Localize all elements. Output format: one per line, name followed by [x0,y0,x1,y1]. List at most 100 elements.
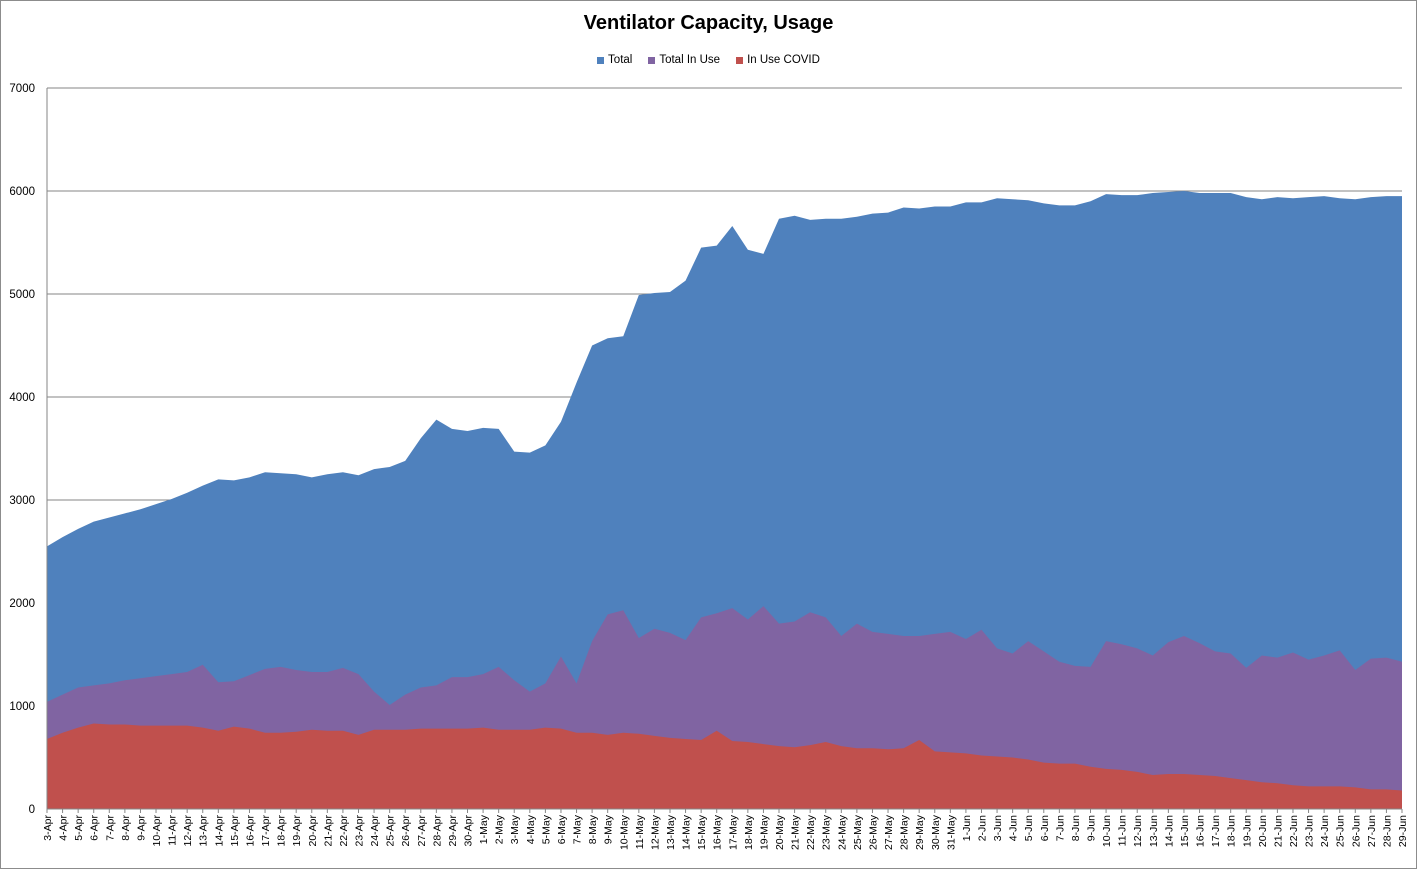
legend-swatch-total-in-use [648,56,656,64]
x-tick-label: 27-Jun [1366,815,1378,847]
x-tick-label: 1-Jun [961,815,973,841]
x-tick-label: 17-Jun [1210,815,1222,847]
y-tick-label: 5000 [9,289,35,301]
x-tick-label: 18-Apr [276,814,288,846]
x-tick-label: 5-Jun [1023,815,1035,841]
x-tick-label: 1-May [478,814,490,844]
area-total [47,191,1402,809]
legend-label-in-use-covid: In Use COVID [747,54,820,66]
x-tick-label: 4-Apr [58,815,70,841]
x-tick-label: 7-Apr [104,815,116,841]
x-tick-label: 13-Apr [198,814,210,846]
x-tick-label: 6-May [556,814,568,844]
legend-item-total-in-use: Total In Use [648,54,720,66]
x-tick-label: 9-Jun [1086,815,1098,841]
area-series [47,191,1402,809]
x-tick-label: 28-May [899,814,911,850]
x-tick-label: 22-Apr [338,814,350,846]
x-tick-label: 5-May [540,814,552,844]
x-tick-label: 11-Apr [167,815,179,846]
y-tick-label: 1000 [9,701,35,713]
y-tick-label: 7000 [9,83,35,95]
x-tick-labels: 3-Apr 4-Apr 5-Apr 6-Apr 7-Apr 8-Apr 9-Apr 10-Ap… [42,814,1409,850]
x-tick-label: 4-May [525,814,537,844]
x-tick-label: 23-Jun [1304,815,1316,847]
legend-swatch-total [597,56,605,64]
x-tick-label: 10-May [618,814,630,850]
x-tick-label: 18-Jun [1226,815,1238,847]
x-tick-label: 27-May [883,814,895,850]
x-tick-label: 14-Apr [213,814,225,846]
x-tick-label: 12-Apr [182,814,194,846]
x-tick-label: 14-May [681,814,693,850]
x-tick-label: 11-May [634,814,646,849]
x-tick-label: 2-May [494,814,506,844]
y-tick-label: 3000 [9,495,35,507]
x-tick-label: 3-Jun [992,815,1004,841]
x-tick-label: 6-Jun [1039,815,1051,841]
x-tick-label: 19-Apr [291,814,303,846]
x-tick-label: 28-Jun [1381,815,1393,847]
x-tick-label: 20-Jun [1257,815,1269,847]
x-tick-label: 30-May [930,814,942,850]
x-tick-label: 13-Jun [1148,815,1160,847]
x-tick-label: 7-Jun [1054,815,1066,841]
x-tick-label: 15-Jun [1179,815,1191,847]
x-tick-label: 16-Apr [244,814,256,846]
x-tick-label: 25-May [852,814,864,850]
y-tick-label: 6000 [9,186,35,198]
x-tick-label: 26-Apr [400,814,412,846]
area-in-use-covid [47,723,1402,809]
x-tick-label: 24-Apr [369,814,381,846]
x-tick-label: 28-Apr [431,814,443,846]
x-tick-label: 30-Apr [463,814,475,846]
x-tick-label: 8-Jun [1070,815,1082,841]
legend-swatch-in-use-covid [736,56,744,64]
x-tick-label: 16-May [712,814,724,850]
x-tick-label: 27-Apr [416,814,428,846]
axes [46,88,1403,813]
x-tick-label: 13-May [665,814,677,850]
x-tick-label: 19-Jun [1241,815,1253,847]
legend-label-total-in-use: Total In Use [659,54,721,66]
legend-item-in-use-covid: In Use COVID [736,54,820,66]
x-tick-label: 29-May [914,814,926,850]
x-tick-label: 21-May [790,814,802,850]
x-tick-label: 21-Apr [322,814,334,846]
x-tick-label: 8-May [587,814,599,844]
x-tick-label: 15-May [696,814,708,850]
x-tick-label: 10-Jun [1101,815,1113,847]
x-tick-label: 24-May [836,814,848,850]
x-tick-label: 3-Apr [42,815,54,841]
legend-label-total: Total [608,54,633,66]
x-tick-label: 11-Jun [1117,815,1129,846]
x-tick-label: 9-May [603,814,615,844]
y-tick-label: 0 [29,804,35,816]
x-tick-label: 31-May [945,814,957,850]
y-tick-label: 2000 [9,598,35,610]
x-tick-label: 14-Jun [1163,815,1175,847]
x-tick-label: 25-Apr [385,814,397,846]
x-tick-label: 5-Apr [73,815,85,841]
x-tick-label: 26-Jun [1350,815,1362,847]
legend: Total Total In Use In Use COVID [0,54,1417,66]
x-tick-label: 4-Jun [1008,815,1020,841]
x-tick-label: 23-Apr [353,814,365,846]
x-tick-label: 17-May [727,814,739,850]
x-tick-label: 20-May [774,814,786,850]
x-tick-label: 17-Apr [260,814,272,846]
y-tick-label: 4000 [9,392,35,404]
x-tick-label: 6-Apr [89,815,101,841]
x-tick-label: 7-May [572,814,584,844]
x-tick-label: 3-May [509,814,521,844]
legend-item-total: Total [597,54,632,66]
x-tick-label: 25-Jun [1335,815,1347,847]
x-tick-label: 8-Apr [120,815,132,841]
x-tick-label: 9-Apr [135,815,147,841]
x-tick-label: 21-Jun [1272,815,1284,847]
x-tick-label: 10-Apr [151,814,163,846]
x-tick-label: 24-Jun [1319,815,1331,847]
x-tick-label: 12-Jun [1132,815,1144,847]
x-tick-label: 22-Jun [1288,815,1300,847]
